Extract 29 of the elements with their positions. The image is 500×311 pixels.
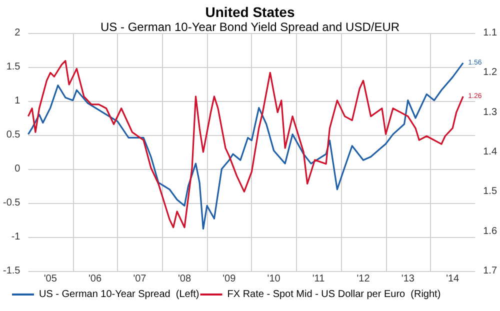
legend-label: US - German 10-Year Spread (Left) bbox=[39, 289, 200, 300]
x-tick-label: '14 bbox=[446, 274, 460, 284]
legend-label: FX Rate - Spot Mid - US Dollar per Euro (Right) bbox=[227, 289, 441, 300]
chart-title: United States bbox=[205, 4, 295, 20]
x-tick-label: '10 bbox=[267, 274, 281, 284]
x-tick-label: '09 bbox=[222, 274, 236, 284]
y2-tick-label: 1.4 bbox=[483, 146, 498, 158]
y-tick-label: -1 bbox=[11, 232, 21, 242]
y2-tick-label: 1.3 bbox=[483, 106, 498, 118]
x-tick-label: '05 bbox=[44, 274, 58, 284]
y-tick-label: 1.5 bbox=[6, 62, 21, 72]
x-tick-label: '12 bbox=[356, 274, 370, 284]
y-tick-label: -1.5 bbox=[2, 266, 21, 276]
y2-tick-label: 1.5 bbox=[483, 186, 498, 198]
y-tick-label: 1 bbox=[14, 96, 21, 106]
y-tick-label: 0 bbox=[14, 164, 21, 174]
y2-tick-label: 1.7 bbox=[483, 266, 498, 276]
y-tick-label: -0.5 bbox=[2, 198, 21, 208]
y2-tick-label: 1.1 bbox=[483, 28, 498, 38]
chart-subtitle: US - German 10-Year Bond Yield Spread and USD/EUR bbox=[100, 20, 400, 34]
y-tick-label: 0.5 bbox=[6, 130, 21, 140]
y2-tick-label: 1.2 bbox=[483, 67, 498, 78]
y2-tick-label: 1.6 bbox=[483, 226, 498, 237]
x-tick-label: '06 bbox=[88, 274, 102, 284]
x-tick-label: '13 bbox=[401, 274, 415, 284]
y-tick-label: 2 bbox=[14, 28, 21, 38]
x-tick-label: '11 bbox=[312, 274, 326, 284]
x-tick-label: '08 bbox=[178, 274, 192, 284]
x-tick-label: '07 bbox=[133, 274, 147, 284]
